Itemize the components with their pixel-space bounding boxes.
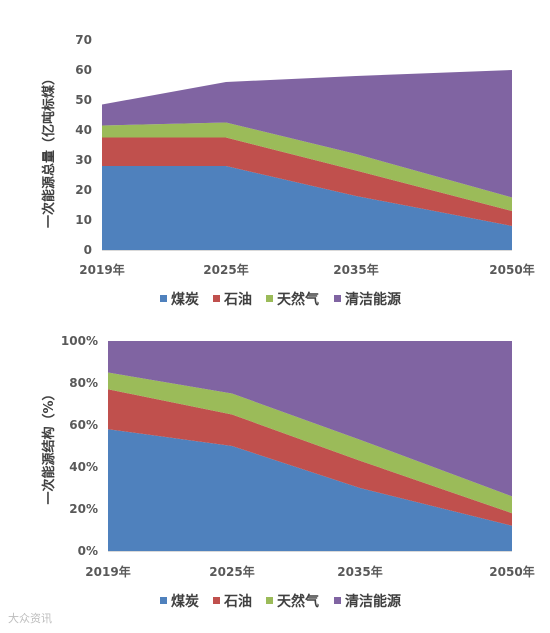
legend-item-gas: 天然气 [266,593,319,610]
y-tick-labels: 0 10 20 30 40 50 60 70 [75,33,92,257]
x-tick-label: 2035年 [337,564,382,579]
area-series-coal [102,166,512,250]
x-tick-label: 2019年 [79,262,124,277]
legend-swatch [213,295,220,302]
area-series-clean [108,341,512,497]
x-tick-label: 2025年 [209,564,254,579]
area-layers [108,341,512,551]
legend-item-coal: 煤炭 [160,593,199,610]
y-tick-label: 0 [84,243,92,257]
legend-label: 石油 [223,593,252,610]
area-series-gas [102,122,512,211]
y-tick-label: 40% [69,460,98,474]
x-tick-label: 2050年 [489,262,534,277]
y-tick-label: 70 [75,33,92,47]
legend-swatch [160,295,167,302]
legend-swatch [266,295,273,302]
y-tick-label: 80% [69,376,98,390]
y-axis-label: 一次能源总量（亿吨标煤） [41,72,57,228]
legend-label: 煤炭 [171,593,199,610]
y-tick-label: 60 [75,63,92,77]
x-tick-label: 2019年 [85,564,130,579]
area-series-coal [108,429,512,551]
x-tick-label: 2035年 [333,262,378,277]
area-series-clean [102,70,512,198]
y-tick-label: 10 [75,213,92,227]
legend-item-clean: 清洁能源 [334,291,401,308]
y-tick-label: 40 [75,123,92,137]
x-tick-labels: 2019年 2025年 2035年 2050年 [79,262,534,277]
legend-item-coal: 煤炭 [160,291,199,308]
y-tick-label: 0% [78,544,98,558]
legend-label: 清洁能源 [345,593,401,610]
energy-total-area-chart: 0 10 20 30 40 50 60 70 2019年 2025年 2035年 2050年 一次能… [41,33,535,308]
watermark: 大众资讯 [8,612,52,625]
legend-item-oil: 石油 [213,593,252,610]
area-series-oil [102,137,512,226]
y-axis-label: 一次能源结构（%） [41,387,57,504]
legend-item-clean: 清洁能源 [334,593,401,610]
x-tick-label: 2025年 [203,262,248,277]
area-series-gas [108,372,512,514]
x-tick-labels: 2019年 2025年 2035年 2050年 [85,564,534,579]
legend-label: 清洁能源 [345,291,401,308]
legend-swatch [334,295,341,302]
y-tick-label: 30 [75,153,92,167]
legend-swatch [334,597,341,604]
legend-label: 煤炭 [171,291,199,308]
energy-structure-area-chart: 0%20%40%60%80%100% 2019年 2025年 2035年 2050年 … [41,334,535,610]
y-tick-label: 100% [61,334,98,348]
legend-item-gas: 天然气 [266,291,319,308]
legend-item-oil: 石油 [213,291,252,308]
legend-swatch [160,597,167,604]
x-tick-label: 2050年 [489,564,534,579]
area-series-oil [108,389,512,526]
y-tick-label: 20 [75,183,92,197]
legend-swatch [266,597,273,604]
legend-label: 天然气 [277,291,319,308]
y-tick-label: 60% [69,418,98,432]
y-tick-label: 50 [75,93,92,107]
legend-swatch [213,597,220,604]
legend-label: 石油 [223,291,252,308]
area-layers [102,70,512,250]
legend: 煤炭 石油 天然气 清洁能源 [160,593,401,610]
legend: 煤炭 石油 天然气 清洁能源 [160,291,401,308]
y-tick-labels: 0% 20% 40% 60% 80% 100% [61,334,98,558]
y-tick-label: 20% [69,502,98,516]
legend-label: 天然气 [277,593,319,610]
